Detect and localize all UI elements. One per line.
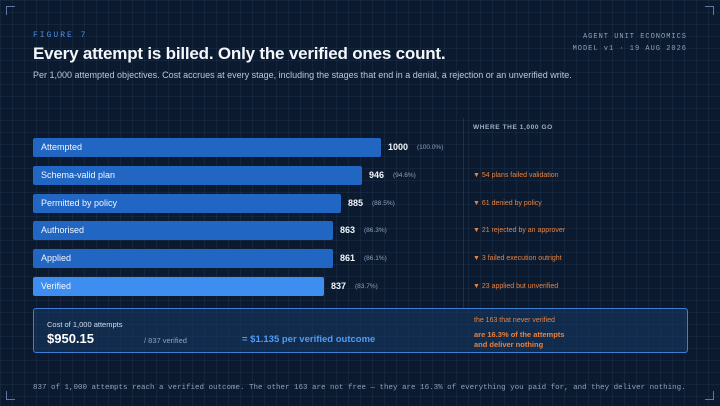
never-verified-note: are 16.3% of the attempts and deliver no… <box>474 330 564 350</box>
footer-note: 837 of 1,000 attempts reach a verified o… <box>33 384 686 392</box>
bar-2: Permitted by policy <box>33 193 341 213</box>
never-verified-line-1: are 16.3% of the attempts <box>474 330 565 339</box>
cost-divisor: / 837 verified <box>144 336 187 345</box>
bar-value-label: 1000 <box>388 142 409 152</box>
side-heading: WHERE THE 1,000 GO <box>473 124 553 131</box>
bar-percent-label: (94.6%) <box>393 171 416 179</box>
side-divider <box>463 118 464 308</box>
loss-annotation: ▼ 23 applied but unverified <box>473 283 559 290</box>
cost-label: Cost of 1,000 attempts <box>47 320 123 329</box>
bar-value-label: 837 <box>331 281 347 291</box>
chart-title: Every attempt is billed. Only the verifi… <box>33 44 446 63</box>
corner-mark <box>705 6 714 15</box>
loss-annotation: ▼ 61 denied by policy <box>473 199 542 207</box>
bar-label: Verified <box>41 281 72 291</box>
bar-percent-label: (83.7%) <box>355 283 378 290</box>
loss-annotation: ▼ 3 failed execution outright <box>473 255 562 263</box>
figure-label: FIGURE 7 <box>33 31 88 40</box>
cost-per-outcome: = $1.135 per verified outcome <box>242 334 376 345</box>
corner-mark <box>6 391 15 400</box>
cost-value: $950.15 <box>47 331 94 346</box>
chart-subtitle: Per 1,000 attempted objectives. Cost acc… <box>33 70 572 80</box>
bar-label: Applied <box>41 253 72 264</box>
corner-mark <box>705 391 714 400</box>
bar-label: Schema-valid plan <box>41 169 116 180</box>
bar-value-label: 861 <box>340 253 356 264</box>
bar-5: Verified <box>33 277 324 296</box>
bar-1: Schema-valid plan <box>33 165 362 185</box>
never-verified-heading: the 163 that never verified <box>474 317 555 324</box>
bar-percent-label: (100.0%) <box>417 144 444 151</box>
bar-0: Attempted <box>33 138 381 157</box>
corner-mark <box>6 6 15 15</box>
meta-block: AGENT UNIT ECONOMICS MODEL v1 · 19 AUG 2… <box>573 31 687 55</box>
loss-annotation: ▼ 21 rejected by an approver <box>473 227 566 235</box>
bar-percent-label: (88.5%) <box>372 199 395 207</box>
bar-label: Attempted <box>41 142 83 152</box>
bar-value-label: 885 <box>348 197 364 208</box>
loss-annotation: ▼ 54 plans failed validation <box>473 171 559 179</box>
meta-line-2: MODEL v1 · 19 AUG 2026 <box>572 45 687 53</box>
bar-percent-label: (86.1%) <box>364 255 387 263</box>
bar-3: Authorised <box>33 221 333 241</box>
bar-value-label: 946 <box>369 169 385 180</box>
cost-box: Cost of 1,000 attempts $950.15 / 837 ver… <box>33 308 688 353</box>
bar-label: Authorised <box>41 225 85 236</box>
bar-label: Permitted by policy <box>41 197 118 208</box>
never-verified-line-2: and deliver nothing <box>474 340 544 349</box>
bar-percent-label: (86.3%) <box>364 227 387 235</box>
bar-value-label: 863 <box>340 225 356 236</box>
bar-4: Applied <box>33 249 333 269</box>
meta-line-1: AGENT UNIT ECONOMICS <box>582 33 687 41</box>
